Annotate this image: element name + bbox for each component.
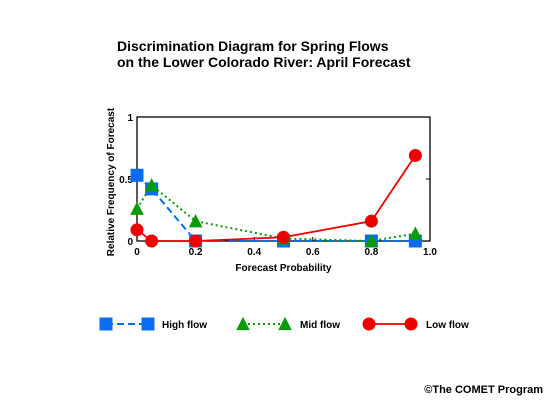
copyright-text: ©The COMET Program	[424, 384, 543, 396]
data-point-low-flow-0	[130, 223, 144, 237]
legend-marker-start-low-flow	[362, 317, 376, 331]
data-point-low-flow-4	[364, 214, 378, 228]
chart-title-line-1: Discrimination Diagram for Spring Flows	[117, 38, 389, 54]
x-axis-label: Forecast Probability	[235, 263, 332, 274]
data-point-mid-flow-0	[130, 201, 144, 215]
x-tick-label-3: 0.6	[306, 247, 320, 258]
data-point-low-flow-2	[189, 234, 203, 248]
y-axis-label: Relative Frequency of Forecast	[106, 107, 117, 256]
legend-item-low-flow: Low flow	[362, 317, 469, 331]
x-tick-label-5: 1.0	[423, 247, 437, 258]
x-tick-label-2: 0.4	[247, 247, 261, 258]
plot-frame	[136, 116, 431, 242]
legend-item-mid-flow: Mid flow	[236, 316, 340, 331]
y-tick-label-2: 1	[127, 113, 133, 124]
legend-label-high-flow: High flow	[162, 320, 207, 331]
legend-label-mid-flow: Mid flow	[300, 320, 340, 331]
data-point-low-flow-5	[408, 148, 422, 162]
data-point-low-flow-3	[277, 230, 290, 244]
data-point-mid-flow-5	[408, 226, 423, 240]
series-line-low-flow	[136, 154, 417, 242]
y-tick-label-0: 0	[127, 237, 133, 248]
series-line-high-flow	[136, 174, 416, 242]
x-tick-label-0: 0	[134, 247, 140, 258]
series-line-mid-flow	[136, 183, 416, 243]
chart-title-line-2: on the Lower Colorado River: April Forec…	[117, 54, 411, 70]
data-point-high-flow-0	[130, 168, 144, 182]
x-tick-label-1: 0.2	[189, 247, 203, 258]
x-tick-label-4: 0.8	[364, 247, 378, 258]
data-point-mid-flow-1	[144, 178, 159, 192]
data-point-low-flow-1	[145, 234, 159, 248]
legend-marker-end-high-flow	[141, 317, 155, 331]
legend-item-high-flow: High flow	[99, 317, 207, 331]
legend-label-low-flow: Low flow	[426, 320, 469, 331]
legend-marker-end-low-flow	[404, 317, 418, 331]
data-point-mid-flow-2	[188, 213, 203, 228]
legend-marker-start-mid-flow	[236, 316, 250, 331]
data-point-mid-flow-4	[364, 233, 379, 248]
legend-marker-end-mid-flow	[278, 316, 292, 331]
y-tick-label-1: 0.5	[119, 175, 133, 186]
legend-marker-start-high-flow	[99, 317, 113, 331]
